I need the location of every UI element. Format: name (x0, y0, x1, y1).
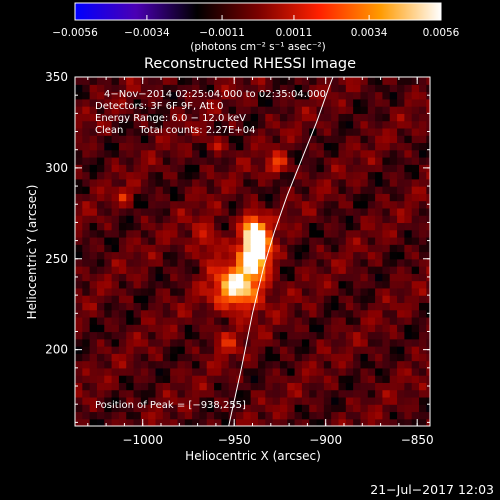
y-tick-label: 200 (45, 343, 68, 357)
peak-position-label: Position of Peak = [−938,255] (95, 400, 246, 411)
colorbar-ticks: −0.0056 −0.0034 −0.0011 0.0011 0.0034 0.0056 (52, 15, 460, 39)
annotation-time-range: 4−Nov−2014 02:25:04.000 to 02:35:04.000 (104, 89, 326, 100)
y-tick-label: 300 (45, 161, 68, 175)
colorbar-tick-label: −0.0056 (52, 27, 98, 39)
colorbar-tick-label: −0.0034 (124, 27, 170, 39)
x-tick-label: −950 (218, 433, 251, 447)
y-tick-label: 250 (45, 252, 68, 266)
colorbar-tick-label: 0.0011 (276, 27, 313, 39)
x-tick-label: −850 (401, 433, 434, 447)
heatmap-image (75, 77, 430, 426)
chart-title: Reconstructed RHESSI Image (144, 56, 356, 72)
solar-limb-line (228, 77, 334, 426)
y-tick-label: 350 (45, 70, 68, 84)
annotation-detectors: Detectors: 3F 6F 9F, Att 0 (95, 101, 223, 112)
x-tick-label: −900 (309, 433, 342, 447)
x-tick-label: −1000 (122, 433, 163, 447)
colorbar-tick-label: −0.0011 (199, 27, 245, 39)
x-axis-label: Heliocentric X (arcsec) (185, 449, 321, 463)
colorbar-units-label: (photons cm⁻² s⁻¹ asec⁻²) (190, 41, 325, 53)
colorbar-tick-label: 0.0056 (423, 27, 460, 39)
y-axis-label: Heliocentric Y (arcsec) (25, 185, 39, 320)
annotation-energy-range: Energy Range: 6.0 − 12.0 keV (95, 113, 246, 124)
colorbar-tick-label: 0.0034 (351, 27, 388, 39)
footer-timestamp: 21−Jul−2017 12:03 (370, 482, 494, 497)
axis-ticks: −1000 −950 −900 −850 200 250 300 350 (45, 70, 434, 447)
annotation-total-counts: Clean Total counts: 2.27E+04 (95, 125, 255, 136)
colorbar (74, 2, 442, 21)
